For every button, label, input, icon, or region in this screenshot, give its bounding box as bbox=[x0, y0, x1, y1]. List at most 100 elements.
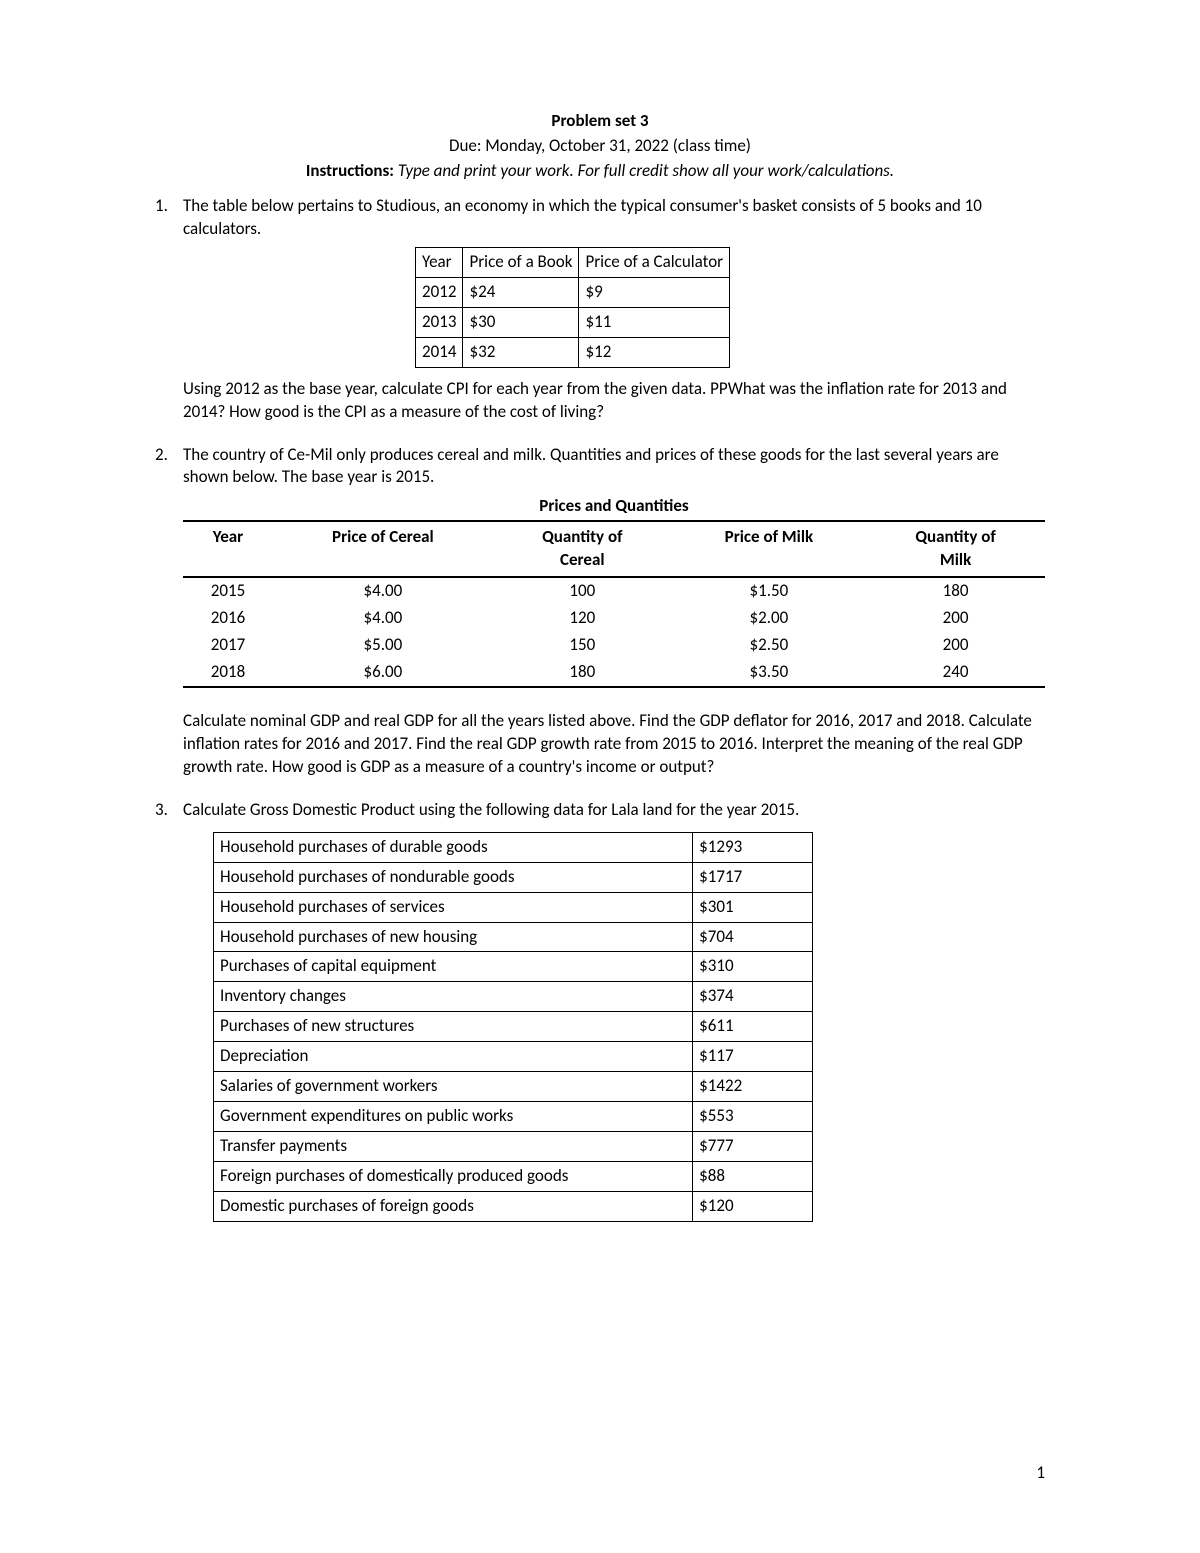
table-cell: Salaries of government workers bbox=[214, 1072, 693, 1102]
table-cell: 200 bbox=[866, 605, 1045, 632]
table-cell: $2.50 bbox=[672, 632, 866, 659]
table-cell: 2018 bbox=[183, 659, 273, 687]
table-row: Transfer payments$777 bbox=[214, 1132, 813, 1162]
problem-1-table-wrap: Year Price of a Book Price of a Calculat… bbox=[415, 247, 1045, 368]
table-cell: $5.00 bbox=[273, 632, 493, 659]
table-cell: 2013 bbox=[416, 307, 463, 337]
table-cell: Purchases of new structures bbox=[214, 1012, 693, 1042]
table-row: Foreign purchases of domestically produc… bbox=[214, 1162, 813, 1192]
table-cell: $4.00 bbox=[273, 577, 493, 605]
problem-1-intro: The table below pertains to Studious, an… bbox=[183, 195, 1045, 241]
table-row: Household purchases of nondurable goods$… bbox=[214, 862, 813, 892]
table-row: Purchases of capital equipment$310 bbox=[214, 952, 813, 982]
table-row: Household purchases of durable goods$129… bbox=[214, 832, 813, 862]
table-row: 2013 $30 $11 bbox=[416, 307, 730, 337]
problem-3-table: Household purchases of durable goods$129… bbox=[213, 832, 813, 1222]
table-row: 2018 $6.00 180 $3.50 240 bbox=[183, 659, 1045, 687]
problem-2-table: Year Price of Cereal Quantity ofCereal P… bbox=[183, 520, 1045, 688]
table-cell: $4.00 bbox=[273, 605, 493, 632]
table-cell: $374 bbox=[693, 982, 813, 1012]
table-cell: $777 bbox=[693, 1132, 813, 1162]
table-cell: $1.50 bbox=[672, 577, 866, 605]
document-title: Problem set 3 bbox=[155, 110, 1045, 131]
table-row: Year Price of Cereal Quantity ofCereal P… bbox=[183, 521, 1045, 577]
table-cell: $3.50 bbox=[672, 659, 866, 687]
table-cell: 2012 bbox=[416, 277, 463, 307]
table-cell: $310 bbox=[693, 952, 813, 982]
table-cell: $2.00 bbox=[672, 605, 866, 632]
table-header: Quantity ofMilk bbox=[866, 521, 1045, 577]
table-cell: 2016 bbox=[183, 605, 273, 632]
table-cell: 2015 bbox=[183, 577, 273, 605]
table-row: 2012 $24 $9 bbox=[416, 277, 730, 307]
table-cell: Transfer payments bbox=[214, 1132, 693, 1162]
table-cell: $301 bbox=[693, 892, 813, 922]
table-cell: $117 bbox=[693, 1042, 813, 1072]
table-cell: Household purchases of durable goods bbox=[214, 832, 693, 862]
table-row: Purchases of new structures$611 bbox=[214, 1012, 813, 1042]
table-cell: 180 bbox=[493, 659, 672, 687]
table-cell: Household purchases of new housing bbox=[214, 922, 693, 952]
table-cell: 240 bbox=[866, 659, 1045, 687]
instructions-text: Type and print your work. For full credi… bbox=[394, 160, 894, 181]
problem-3-table-wrap: Household purchases of durable goods$129… bbox=[213, 832, 813, 1222]
table-row: 2017 $5.00 150 $2.50 200 bbox=[183, 632, 1045, 659]
table-row: Household purchases of new housing$704 bbox=[214, 922, 813, 952]
table-header: Price of a Calculator bbox=[579, 247, 730, 277]
table-cell: $24 bbox=[463, 277, 579, 307]
table-row: 2016 $4.00 120 $2.00 200 bbox=[183, 605, 1045, 632]
table-row: Inventory changes$374 bbox=[214, 982, 813, 1012]
table-cell: 2014 bbox=[416, 337, 463, 367]
table-cell: $1422 bbox=[693, 1072, 813, 1102]
table-cell: Household purchases of services bbox=[214, 892, 693, 922]
problem-2-number: 2. bbox=[155, 444, 183, 490]
table-cell: Inventory changes bbox=[214, 982, 693, 1012]
table-header: Quantity ofCereal bbox=[493, 521, 672, 577]
table-header: Price of Milk bbox=[672, 521, 866, 577]
problem-1-follow: Using 2012 as the base year, calculate C… bbox=[183, 378, 1045, 424]
table-cell: 150 bbox=[493, 632, 672, 659]
table-row: 2015 $4.00 100 $1.50 180 bbox=[183, 577, 1045, 605]
problem-1: 1. The table below pertains to Studious,… bbox=[155, 195, 1045, 424]
table-cell: $30 bbox=[463, 307, 579, 337]
table-cell: $704 bbox=[693, 922, 813, 952]
prices-quantities-title: Prices and Quantities bbox=[183, 495, 1045, 518]
table-cell: $9 bbox=[579, 277, 730, 307]
document-header: Problem set 3 Due: Monday, October 31, 2… bbox=[155, 110, 1045, 181]
table-cell: Foreign purchases of domestically produc… bbox=[214, 1162, 693, 1192]
problem-2-pq-wrap: Prices and Quantities Year Price of Cere… bbox=[183, 495, 1045, 688]
table-cell: $1717 bbox=[693, 862, 813, 892]
table-header: Year bbox=[183, 521, 273, 577]
table-row: Household purchases of services$301 bbox=[214, 892, 813, 922]
table-cell: 200 bbox=[866, 632, 1045, 659]
table-cell: 100 bbox=[493, 577, 672, 605]
table-cell: $120 bbox=[693, 1191, 813, 1221]
table-cell: $12 bbox=[579, 337, 730, 367]
table-cell: $32 bbox=[463, 337, 579, 367]
table-header: Year bbox=[416, 247, 463, 277]
page-number: 1 bbox=[1036, 1462, 1045, 1483]
table-row: Depreciation$117 bbox=[214, 1042, 813, 1072]
table-cell: 2017 bbox=[183, 632, 273, 659]
problem-2-intro: The country of Ce-Mil only produces cere… bbox=[183, 444, 1045, 490]
problem-2-follow: Calculate nominal GDP and real GDP for a… bbox=[183, 710, 1045, 779]
table-cell: 180 bbox=[866, 577, 1045, 605]
table-cell: $6.00 bbox=[273, 659, 493, 687]
table-row: 2014 $32 $12 bbox=[416, 337, 730, 367]
table-cell: Purchases of capital equipment bbox=[214, 952, 693, 982]
table-cell: $553 bbox=[693, 1102, 813, 1132]
due-line: Due: Monday, October 31, 2022 (class tim… bbox=[155, 135, 1045, 156]
instructions-label: Instructions: bbox=[306, 160, 394, 181]
table-cell: $611 bbox=[693, 1012, 813, 1042]
table-cell: Depreciation bbox=[214, 1042, 693, 1072]
problem-3: 3. Calculate Gross Domestic Product usin… bbox=[155, 799, 1045, 1222]
table-row: Domestic purchases of foreign goods$120 bbox=[214, 1191, 813, 1221]
table-cell: Domestic purchases of foreign goods bbox=[214, 1191, 693, 1221]
problem-3-intro: Calculate Gross Domestic Product using t… bbox=[183, 799, 1045, 822]
problem-2: 2. The country of Ce-Mil only produces c… bbox=[155, 444, 1045, 779]
instructions-line: Instructions: Type and print your work. … bbox=[155, 160, 1045, 181]
problem-3-number: 3. bbox=[155, 799, 183, 822]
table-header: Price of a Book bbox=[463, 247, 579, 277]
table-cell: Household purchases of nondurable goods bbox=[214, 862, 693, 892]
table-cell: $88 bbox=[693, 1162, 813, 1192]
